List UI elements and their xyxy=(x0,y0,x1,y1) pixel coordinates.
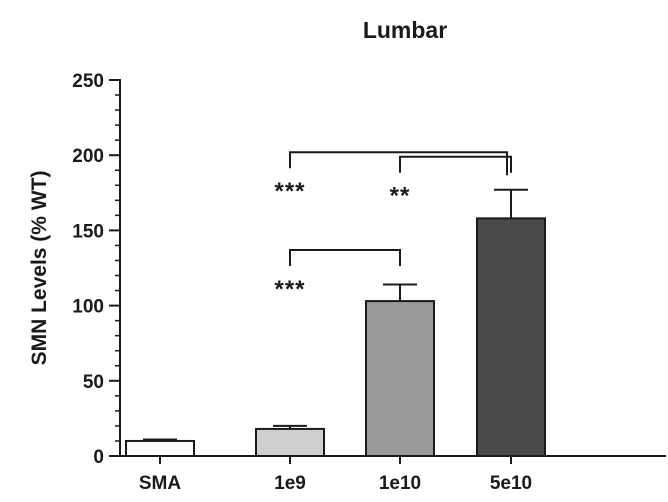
x-tick-label: 5e10 xyxy=(490,473,532,494)
significance-bracket xyxy=(289,248,401,266)
significance-bracket xyxy=(399,155,512,173)
chart-title: Lumbar xyxy=(363,17,447,43)
y-tick-label: 150 xyxy=(72,221,104,242)
significance-label: *** xyxy=(274,276,305,303)
x-tick-label: 1e10 xyxy=(379,473,421,494)
x-tick-label: 1e9 xyxy=(274,473,306,494)
y-axis-label: SMN Levels (% WT) xyxy=(28,171,51,366)
y-tick-label: 50 xyxy=(83,372,104,393)
bar-1e10 xyxy=(365,300,435,458)
bar-5e10 xyxy=(476,217,546,457)
y-tick-label: 100 xyxy=(72,297,104,318)
y-tick-label: 0 xyxy=(93,447,104,468)
x-tick-label: SMA xyxy=(139,473,182,494)
significance-bracket xyxy=(289,151,508,176)
significance-label: ** xyxy=(390,183,411,210)
significance-label: *** xyxy=(274,178,305,205)
bar-1e9 xyxy=(255,427,325,458)
y-tick-label: 200 xyxy=(72,146,104,167)
y-tick-label: 250 xyxy=(72,71,104,92)
bar-sma xyxy=(125,439,195,457)
